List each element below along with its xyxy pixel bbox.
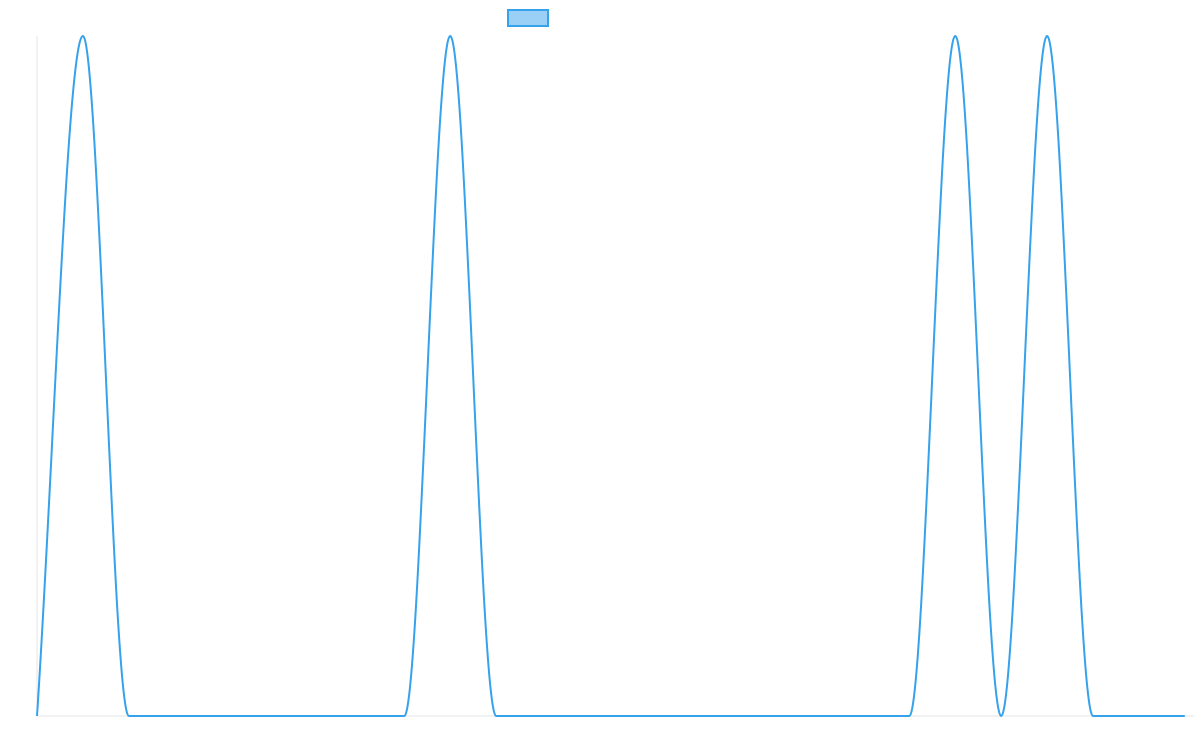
series-layer [34,33,1188,719]
data-point[interactable] [493,713,499,719]
legend-item[interactable] [507,9,549,27]
data-point[interactable] [952,33,958,39]
data-point[interactable] [126,713,132,719]
data-point[interactable] [585,713,591,719]
legend[interactable] [507,9,549,27]
data-point[interactable] [769,713,775,719]
data-point[interactable] [815,713,821,719]
data-point[interactable] [906,713,912,719]
data-point[interactable] [998,713,1004,719]
data-point[interactable] [1044,33,1050,39]
data-point[interactable] [1136,713,1142,719]
data-point[interactable] [401,713,407,719]
data-point[interactable] [218,713,224,719]
data-point[interactable] [309,713,315,719]
data-point[interactable] [723,713,729,719]
legend-swatch[interactable] [507,9,549,27]
data-point[interactable] [447,33,453,39]
data-point[interactable] [80,33,86,39]
data-point[interactable] [1090,713,1096,719]
data-point[interactable] [172,713,178,719]
data-point[interactable] [677,713,683,719]
data-point[interactable] [355,713,361,719]
data-point[interactable] [34,713,40,719]
data-point[interactable] [631,713,637,719]
data-point[interactable] [860,713,866,719]
data-point[interactable] [539,713,545,719]
series-line [36,35,1185,717]
data-point[interactable] [1182,713,1188,719]
data-point[interactable] [264,713,270,719]
axes [36,36,1194,717]
